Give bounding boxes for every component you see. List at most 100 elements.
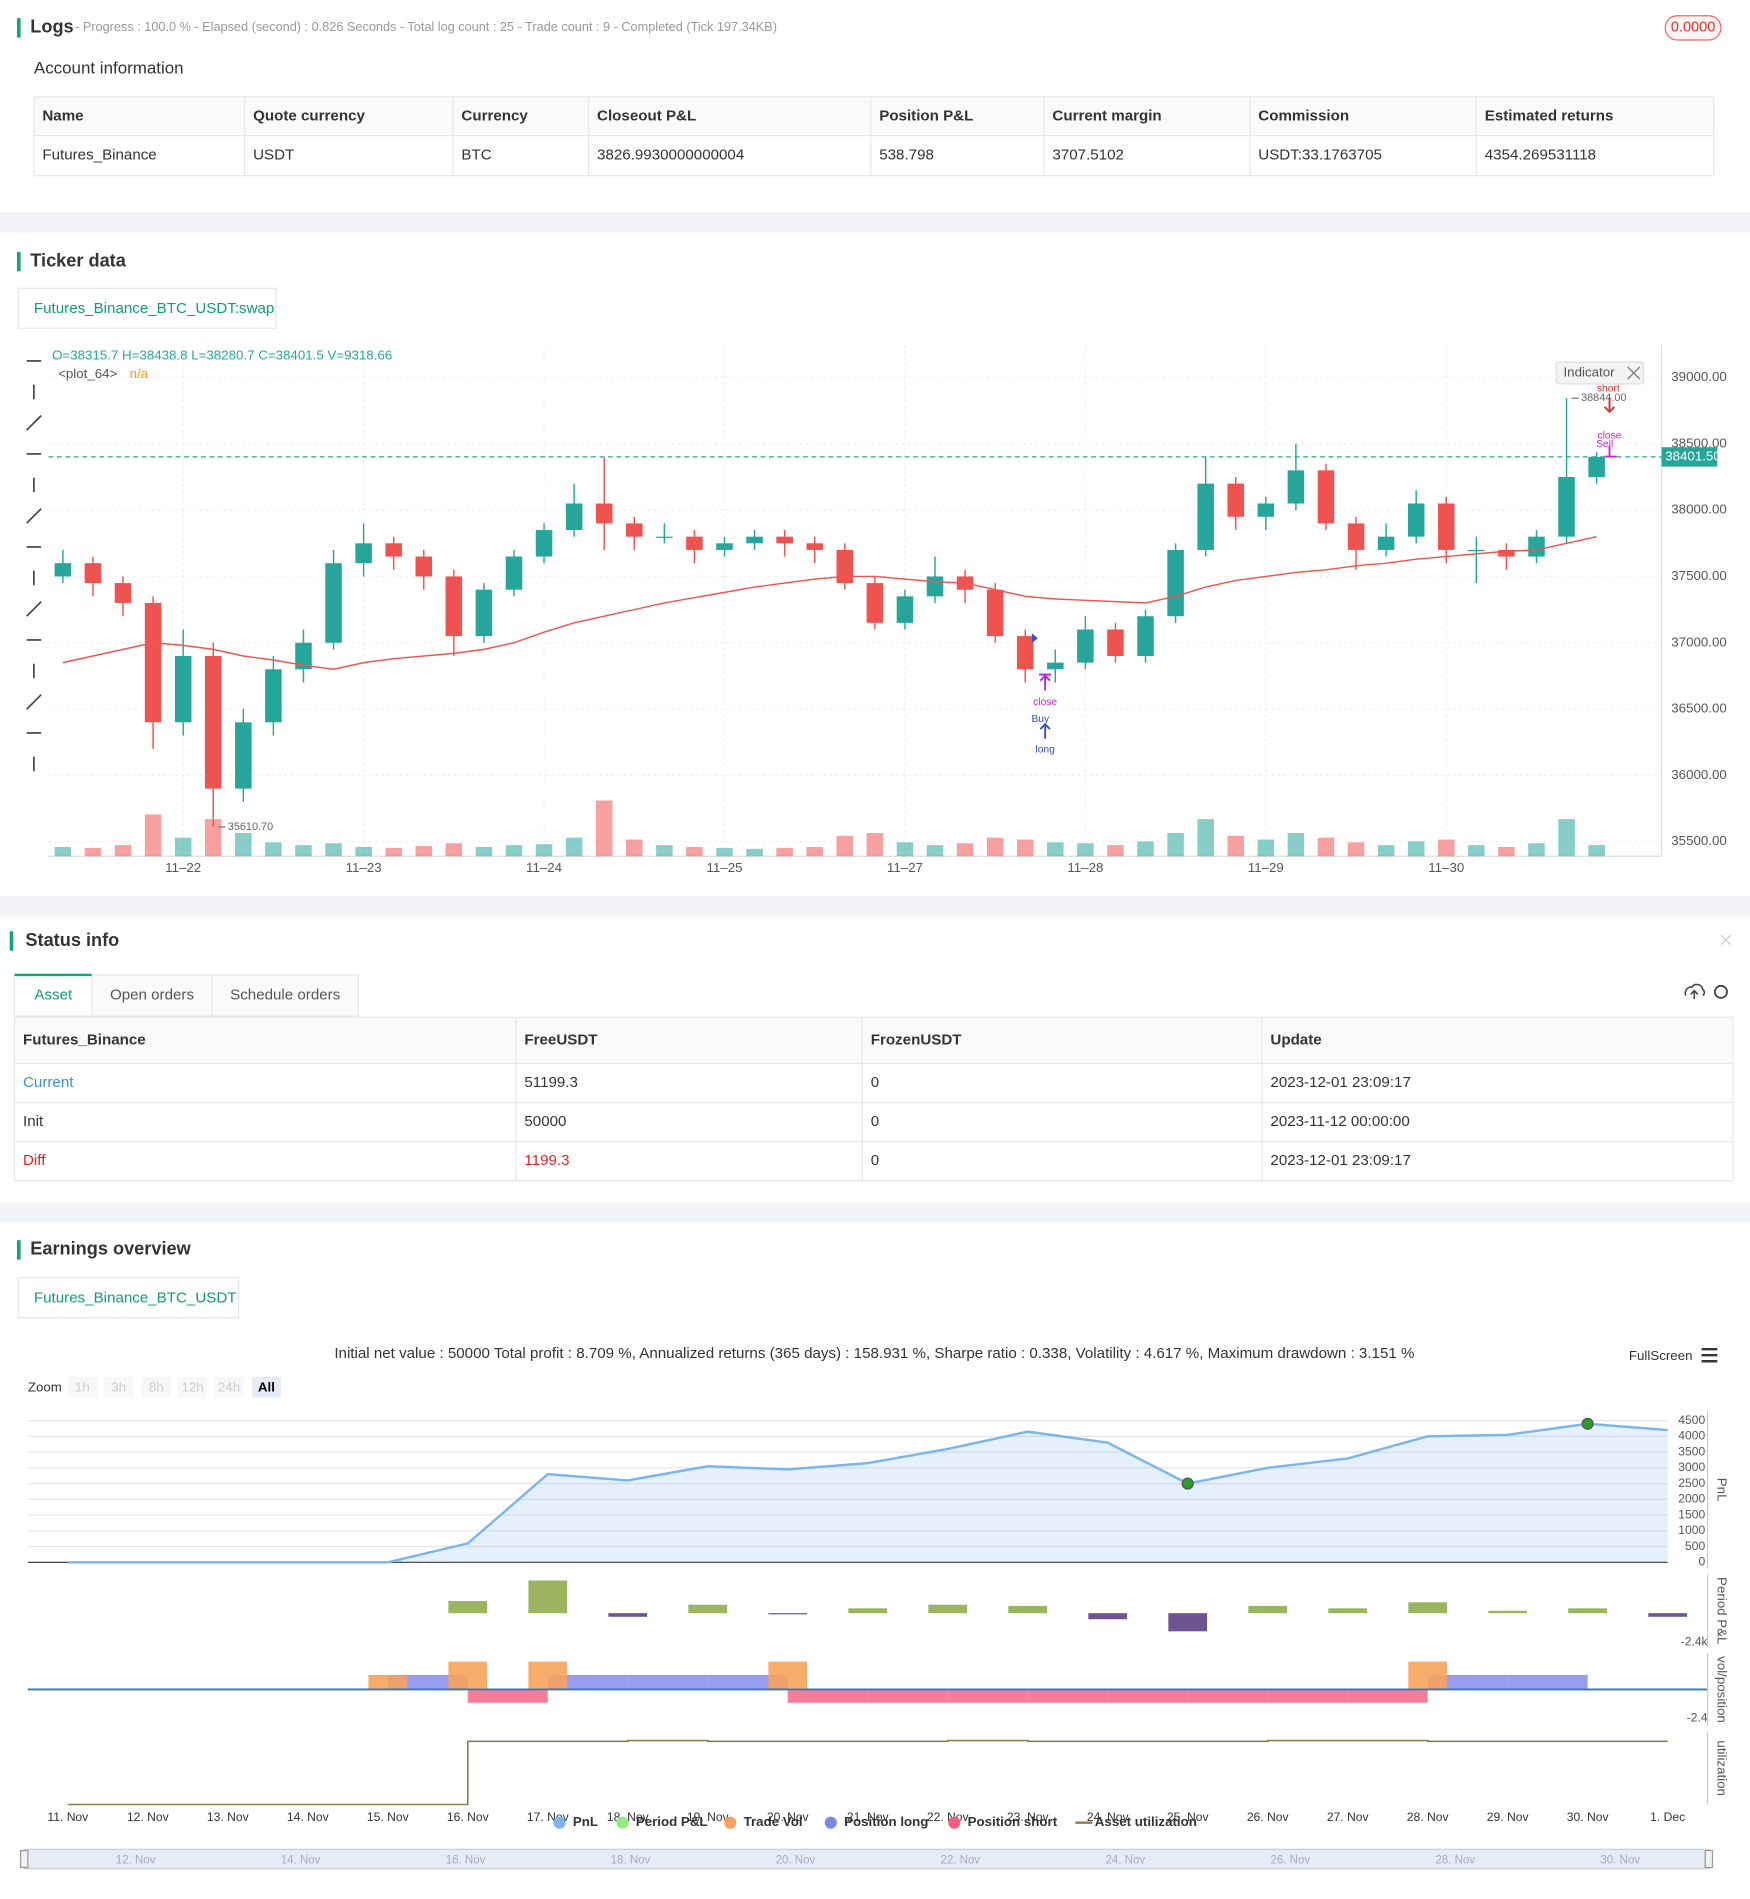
zoom-button-label[interactable]: 3h [111,1379,126,1394]
zoom-button[interactable] [67,1377,97,1398]
icon-cloud[interactable] [1684,983,1706,1000]
position-bar [1347,1689,1428,1703]
volume-bar [415,846,433,857]
y-tick-label: 4500 [1678,1413,1705,1427]
volume-bar [84,847,102,857]
candle-body [1407,503,1425,537]
zoom-button-label[interactable]: All [258,1379,275,1394]
legend-label[interactable]: Trade Vol [744,1814,803,1829]
x-tick-label: 22. Nov [927,1810,970,1824]
tab-label[interactable]: Schedule orders [230,987,341,1004]
indicator-label[interactable]: Indicator [1563,365,1615,380]
tool-icon[interactable] [26,601,42,617]
panel-label: PnL [1714,1478,1729,1502]
volume-bar [1016,839,1034,857]
tool-icon[interactable] [26,694,42,710]
y-tick-label: 36000.00 [1671,767,1727,782]
legend-label[interactable]: Asset utilization [1095,1814,1197,1829]
legend-label[interactable]: Position long [844,1814,928,1829]
x-tick-label: 11–28 [1067,860,1103,875]
x-tick-label: 11–22 [165,860,201,875]
volume-bar [1528,843,1545,857]
tab-label[interactable]: Open orders [110,987,195,1004]
y-tick-label: 2000 [1678,1492,1705,1506]
table-header: Commission [1258,107,1349,124]
tab[interactable] [91,974,213,1017]
fullscreen-button[interactable]: FullScreen [1629,1348,1693,1363]
navigator-handle[interactable] [1704,1849,1714,1869]
navigator-handle[interactable] [19,1849,29,1869]
tab[interactable] [17,1277,240,1319]
candle-body [926,576,944,597]
volume-bar [1197,819,1214,857]
volume-bar [1498,846,1515,857]
legend-label[interactable]: Position short [968,1814,1058,1829]
zoom-button-label[interactable]: 12h [181,1379,203,1394]
y-tick-label: 37000.00 [1671,634,1727,649]
icon-settings[interactable] [1713,984,1728,999]
annotation-label: 38844.00 [1581,392,1626,404]
candle-body [565,503,583,531]
zoom-label: Zoom [28,1379,62,1394]
icon-expand[interactable] [1627,366,1641,380]
x-tick-label: 23. Nov [1007,1810,1050,1824]
volume-bar [1167,833,1184,857]
annotation-label: 35610.70 [228,821,273,833]
y-tick-label: 35500.00 [1671,833,1727,848]
subsection-title: Account information [34,59,184,78]
signal-label: Sell [1596,439,1613,450]
zoom-button[interactable] [251,1377,281,1398]
zoom-button-label[interactable]: 24h [218,1379,240,1394]
legend-label[interactable]: Period P&L [636,1814,708,1829]
y-tick-label: 3000 [1678,1460,1705,1474]
panel-label: Period P&L [1714,1577,1729,1644]
legend-label[interactable]: PnL [573,1814,598,1829]
icon-expand[interactable] [1720,934,1732,946]
x-tick-label: 30. Nov [1567,1810,1610,1824]
volume-bar [896,842,914,857]
tool-icon[interactable] [26,415,42,431]
signal-label: Buy [1031,714,1050,725]
zoom-button-label[interactable]: 8h [149,1379,164,1394]
period-bar [1248,1605,1288,1614]
x-tick-label: 11. Nov [47,1810,89,1824]
table-cell: 51199.3 [524,1074,578,1091]
zoom-button[interactable] [141,1377,171,1398]
tool-icon[interactable] [26,508,42,524]
divider [0,211,1750,233]
title-bar [16,18,21,38]
candle-body [84,563,102,584]
zoom-button[interactable] [214,1377,244,1398]
period-bar [1408,1602,1448,1614]
legend-value: n/a [130,366,149,381]
period-bar [768,1613,808,1615]
zoom-button-label[interactable]: 1h [75,1379,90,1394]
table-cell: Futures_Binance [42,147,156,164]
y-tick-label: 500 [1685,1539,1705,1553]
candle-body [746,536,763,544]
table-header-bg [33,96,1714,136]
signal-label: close [1598,431,1622,442]
navigator-label: 26. Nov [1270,1854,1310,1866]
navigator-label: 20. Nov [776,1854,816,1866]
y-tick-label: 1500 [1678,1507,1705,1521]
tab-label[interactable]: Asset [34,987,73,1004]
tab-label[interactable]: Futures_Binance_BTC_USDT:swap [34,300,274,317]
tab-label[interactable]: Futures_Binance_BTC_USDT [34,1289,237,1306]
period-bar [1568,1608,1608,1614]
candle-body [355,543,372,564]
volume-bar [505,845,523,857]
tab[interactable] [17,287,277,329]
zoom-button[interactable] [178,1377,208,1398]
candle-body [1347,523,1365,550]
zoom-button[interactable] [104,1377,134,1398]
candle-body [1558,476,1575,537]
menu-icon[interactable] [1701,1347,1718,1363]
tab[interactable] [211,974,360,1017]
indicator-button[interactable] [1555,361,1645,385]
table-header: Futures_Binance [23,1031,146,1048]
legend-swatch [824,1816,837,1829]
volume-bar [1107,845,1124,857]
x-tick-label: 11–27 [887,860,923,875]
